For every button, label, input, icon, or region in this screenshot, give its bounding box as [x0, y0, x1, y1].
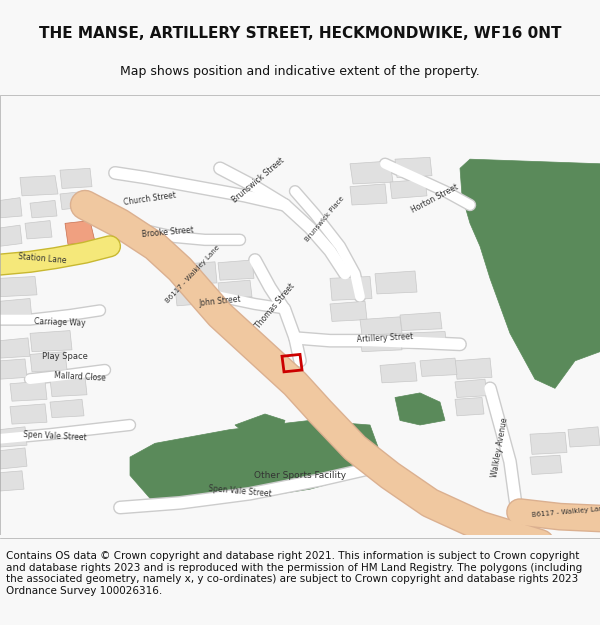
Text: Map shows position and indicative extent of the property.: Map shows position and indicative extent…	[120, 65, 480, 78]
Polygon shape	[0, 276, 37, 297]
Text: Play Space: Play Space	[42, 352, 88, 361]
Polygon shape	[380, 362, 417, 383]
Polygon shape	[20, 176, 58, 196]
Text: Horton Street: Horton Street	[410, 182, 460, 215]
Polygon shape	[400, 331, 447, 349]
Text: Station Lane: Station Lane	[17, 252, 67, 265]
Text: Brunswick Street: Brunswick Street	[230, 156, 286, 204]
Polygon shape	[360, 317, 402, 335]
Polygon shape	[30, 352, 67, 372]
Polygon shape	[360, 335, 402, 352]
Text: THE MANSE, ARTILLERY STREET, HECKMONDWIKE, WF16 0NT: THE MANSE, ARTILLERY STREET, HECKMONDWIK…	[39, 26, 561, 41]
Polygon shape	[175, 285, 212, 306]
Text: Thomas Street: Thomas Street	[254, 281, 296, 330]
Polygon shape	[235, 414, 285, 441]
Text: Church Street: Church Street	[123, 191, 177, 207]
Polygon shape	[0, 198, 22, 218]
Polygon shape	[50, 376, 87, 397]
Polygon shape	[0, 299, 32, 321]
Text: Carriage Way: Carriage Way	[34, 317, 86, 328]
Polygon shape	[395, 158, 432, 177]
Polygon shape	[400, 312, 442, 331]
Text: Walkley Avenue: Walkley Avenue	[490, 418, 509, 479]
Text: B6117 - Walkley Lane: B6117 - Walkley Lane	[165, 244, 221, 304]
Polygon shape	[0, 338, 30, 358]
Text: Artillery Street: Artillery Street	[356, 332, 413, 344]
Polygon shape	[65, 221, 95, 244]
Polygon shape	[350, 184, 387, 205]
Polygon shape	[0, 448, 27, 469]
Polygon shape	[330, 301, 367, 321]
Polygon shape	[330, 276, 372, 301]
Polygon shape	[50, 399, 84, 418]
Text: Mallard Close: Mallard Close	[54, 371, 106, 382]
Text: Spen Vale Street: Spen Vale Street	[208, 484, 272, 498]
Text: B6117 - Walkley Lane: B6117 - Walkley Lane	[532, 506, 600, 518]
Polygon shape	[60, 168, 92, 189]
Polygon shape	[30, 201, 57, 218]
Polygon shape	[10, 404, 47, 424]
Polygon shape	[218, 280, 252, 299]
Text: Contains OS data © Crown copyright and database right 2021. This information is : Contains OS data © Crown copyright and d…	[6, 551, 582, 596]
Text: Brooke Street: Brooke Street	[142, 226, 194, 239]
Polygon shape	[455, 379, 487, 398]
Polygon shape	[0, 471, 24, 491]
Text: John Street: John Street	[199, 294, 242, 308]
Polygon shape	[25, 221, 52, 239]
Polygon shape	[455, 398, 484, 416]
Polygon shape	[30, 331, 72, 352]
Polygon shape	[460, 159, 600, 388]
Polygon shape	[390, 179, 427, 199]
Polygon shape	[175, 262, 217, 285]
Polygon shape	[130, 421, 380, 503]
Polygon shape	[218, 260, 254, 280]
Polygon shape	[568, 427, 600, 447]
Polygon shape	[375, 271, 417, 294]
Polygon shape	[455, 358, 492, 379]
Text: Other Sports Facility: Other Sports Facility	[254, 471, 346, 480]
Polygon shape	[10, 381, 47, 401]
Polygon shape	[60, 191, 87, 209]
Text: Spen Vale Street: Spen Vale Street	[23, 430, 87, 442]
Polygon shape	[530, 432, 567, 454]
Polygon shape	[395, 393, 445, 425]
Polygon shape	[420, 358, 457, 376]
Polygon shape	[0, 427, 27, 447]
Polygon shape	[530, 455, 562, 474]
Text: Brunswick Place: Brunswick Place	[304, 195, 346, 242]
Polygon shape	[0, 359, 27, 379]
Polygon shape	[0, 225, 22, 246]
Polygon shape	[350, 161, 393, 184]
